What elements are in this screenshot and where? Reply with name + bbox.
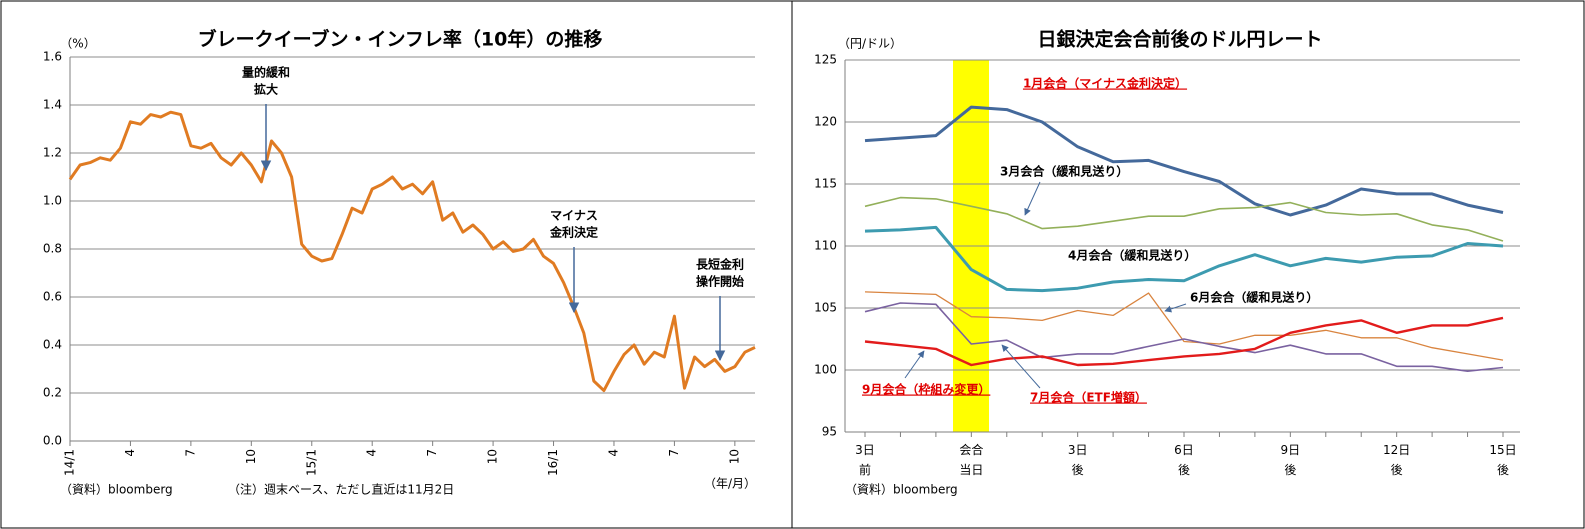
chart-title: ブレークイーブン・インフレ率（10年）の推移 bbox=[198, 28, 603, 51]
label-arrow bbox=[1024, 181, 1041, 216]
x-tick-label: 12日後 bbox=[1383, 443, 1410, 477]
annotation: 量的緩和 bbox=[242, 65, 290, 80]
y-tick-label: 0.4 bbox=[43, 338, 62, 352]
annotation: マイナス bbox=[550, 209, 598, 223]
line-series bbox=[864, 225, 1504, 293]
series-label: 1月会合（マイナス金利決定） bbox=[1023, 76, 1187, 91]
annotation: 操作開始 bbox=[696, 274, 744, 289]
y-tick-label: 100 bbox=[814, 363, 837, 377]
label-arrow bbox=[1164, 303, 1187, 313]
annotation: 金利決定 bbox=[549, 225, 598, 240]
x-tick-label: 15/1 bbox=[304, 449, 318, 476]
annotation: 長短金利 bbox=[696, 257, 744, 272]
y-tick-label: 0.0 bbox=[43, 434, 62, 448]
series-label: 4月会合（緩和見送り） bbox=[1068, 248, 1196, 263]
y-tick-label: 1.6 bbox=[43, 50, 62, 64]
x-tick-label: 10 bbox=[244, 449, 258, 464]
source: （資料）bloomberg bbox=[845, 483, 958, 497]
x-unit: （年/月） bbox=[704, 477, 756, 491]
note: （注）週末ベース、ただし直近は11月2日 bbox=[228, 482, 454, 497]
x-tick-label: 4 bbox=[606, 449, 620, 457]
x-tick-label: 7 bbox=[183, 449, 197, 457]
x-tick-label: 3日後 bbox=[1068, 443, 1088, 477]
annotation: 拡大 bbox=[254, 82, 278, 97]
label-arrow bbox=[904, 350, 925, 379]
line-series bbox=[864, 196, 1504, 242]
line-series bbox=[864, 291, 1504, 361]
x-tick-label: 14/1 bbox=[63, 449, 77, 476]
x-tick-label: 7 bbox=[425, 449, 439, 457]
x-tick-label: 10 bbox=[486, 449, 500, 464]
line-series bbox=[68, 110, 756, 393]
x-tick-label: 会合当日 bbox=[959, 442, 983, 477]
line-series bbox=[864, 105, 1504, 217]
source: （資料）bloomberg bbox=[60, 483, 173, 497]
y-tick-label: 0.2 bbox=[43, 386, 62, 400]
y-tick-label: 0.8 bbox=[43, 242, 62, 256]
x-tick-label: 7 bbox=[667, 449, 681, 457]
y-tick-label: 115 bbox=[814, 177, 837, 191]
y-tick-label: 1.0 bbox=[43, 194, 62, 208]
y-unit: （円/ドル） bbox=[838, 37, 902, 51]
line-series bbox=[864, 316, 1504, 367]
y-tick-label: 1.2 bbox=[43, 146, 62, 160]
x-tick-label: 6日後 bbox=[1174, 443, 1194, 477]
y-tick-label: 125 bbox=[814, 53, 837, 67]
y-unit: （%） bbox=[60, 37, 95, 51]
chart-title: 日銀決定会合前後のドル円レート bbox=[1037, 28, 1322, 51]
y-tick-label: 110 bbox=[814, 239, 837, 253]
y-tick-label: 105 bbox=[814, 301, 837, 315]
series-label: 3月会合（緩和見送り） bbox=[1000, 164, 1128, 179]
y-tick-label: 0.6 bbox=[43, 290, 62, 304]
series-label: 6月会合（緩和見送り） bbox=[1190, 290, 1318, 305]
x-tick-label: 10 bbox=[727, 449, 741, 464]
x-tick-label: 9日後 bbox=[1281, 443, 1301, 477]
y-tick-label: 95 bbox=[822, 425, 837, 439]
line-series bbox=[864, 302, 1504, 372]
y-tick-label: 1.4 bbox=[43, 98, 62, 112]
x-tick-label: 15日後 bbox=[1489, 443, 1516, 477]
y-tick-label: 120 bbox=[814, 115, 837, 129]
series-label: 9月会合（枠組み変更） bbox=[862, 382, 990, 397]
x-tick-label: 3日前 bbox=[855, 443, 875, 477]
x-tick-label: 4 bbox=[365, 449, 379, 457]
x-tick-label: 16/1 bbox=[546, 449, 560, 476]
label-arrow bbox=[1001, 344, 1041, 389]
series-label: 7月会合（ETF増額） bbox=[1030, 390, 1147, 405]
x-tick-label: 4 bbox=[123, 449, 137, 457]
